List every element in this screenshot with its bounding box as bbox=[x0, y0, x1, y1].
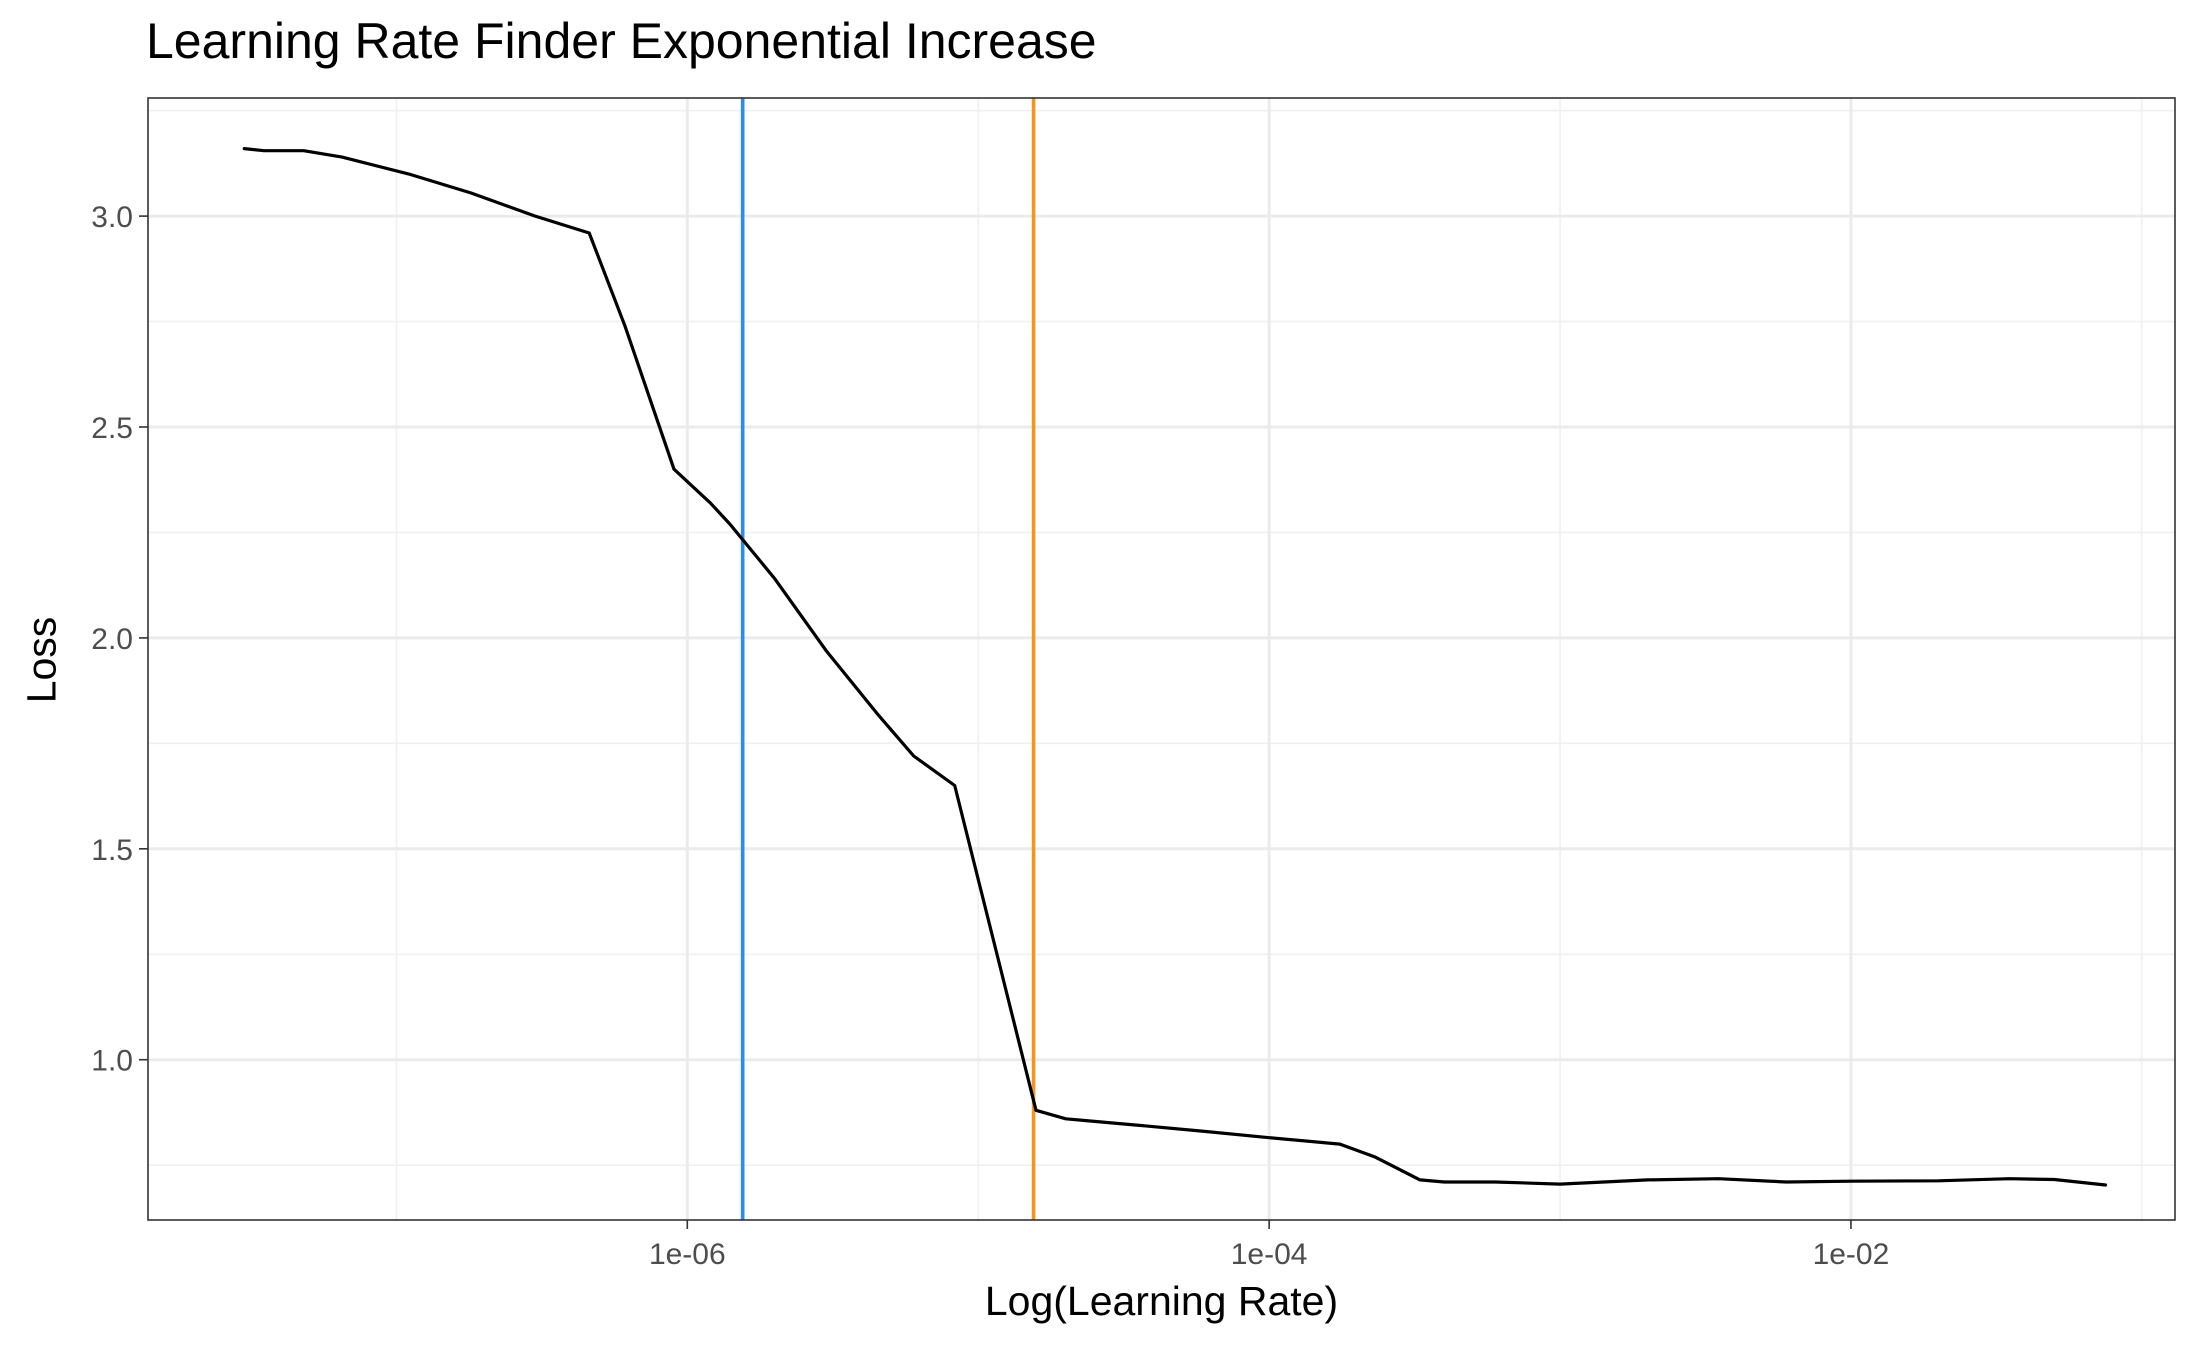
y-tick-label: 1.5 bbox=[91, 834, 133, 867]
x-axis-ticks: 1e-06 1e-04 1e-02 bbox=[649, 1220, 1889, 1271]
x-axis-label: Log(Learning Rate) bbox=[984, 1278, 1339, 1324]
plot-border bbox=[147, 97, 2176, 1221]
minor-grid bbox=[148, 98, 2175, 1220]
y-tick-label: 2.0 bbox=[91, 623, 133, 656]
loss-curve-line bbox=[242, 147, 2108, 1187]
x-tick-label: 1e-06 bbox=[649, 1238, 726, 1271]
x-tick-label: 1e-02 bbox=[1813, 1238, 1890, 1271]
reference-lines bbox=[740, 98, 1036, 1220]
y-tick-label: 1.0 bbox=[91, 1045, 133, 1078]
x-tick-label: 1e-04 bbox=[1231, 1238, 1308, 1271]
y-tick-label: 3.0 bbox=[91, 201, 133, 234]
series-group bbox=[242, 147, 2108, 1187]
plot-background bbox=[148, 98, 2175, 1220]
y-axis-ticks: 1.0 1.5 2.0 2.5 3.0 bbox=[91, 201, 148, 1078]
major-grid bbox=[148, 98, 2175, 1220]
y-tick-label: 2.5 bbox=[91, 412, 133, 445]
chart-title: Learning Rate Finder Exponential Increas… bbox=[146, 13, 1097, 69]
